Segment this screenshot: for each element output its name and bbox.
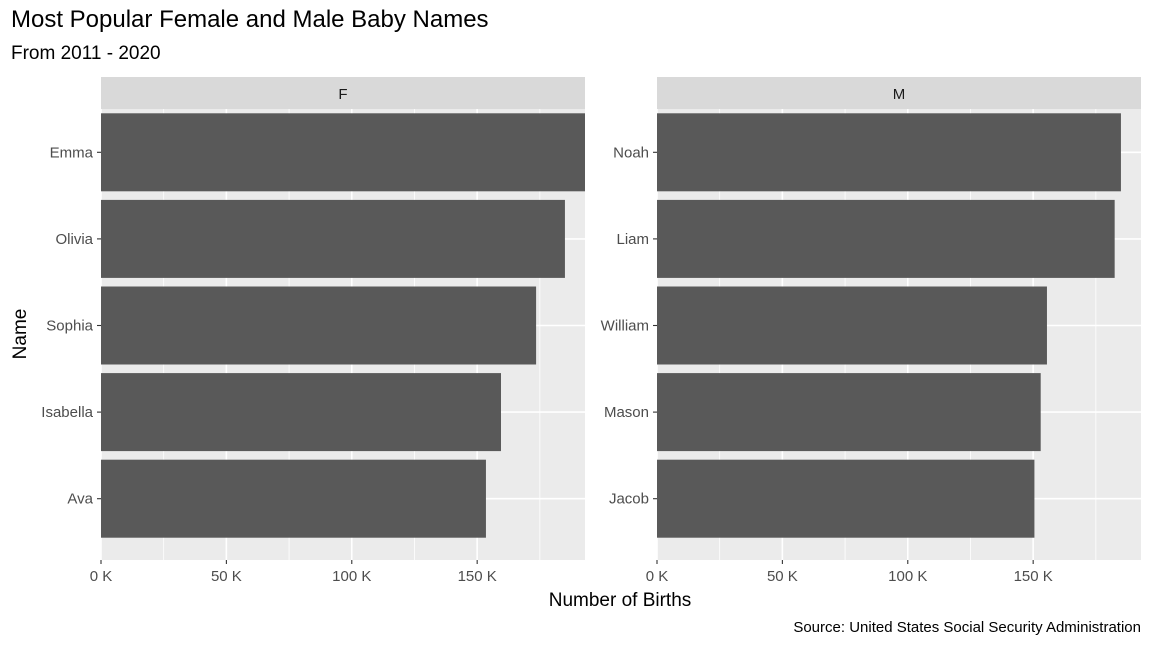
- source-caption: Source: United States Social Security Ad…: [793, 619, 1141, 636]
- y-tick-label: Mason: [604, 404, 649, 421]
- x-tick-label: 50 K: [767, 568, 798, 585]
- y-tick-label: Liam: [616, 231, 649, 248]
- x-tick-label: 150 K: [1014, 568, 1053, 585]
- y-tick-label: William: [601, 318, 649, 335]
- x-tick-label: 150 K: [458, 568, 497, 585]
- y-tick-label: Emma: [50, 144, 94, 161]
- y-tick-label: Olivia: [55, 231, 93, 248]
- bar: [101, 459, 486, 538]
- bar: [657, 199, 1115, 278]
- chart-title: Most Popular Female and Male Baby Names: [11, 6, 489, 33]
- bar: [101, 373, 501, 452]
- y-tick-label: Noah: [613, 144, 649, 161]
- y-tick-label: Isabella: [41, 404, 93, 421]
- x-axis-title: Number of Births: [549, 590, 692, 611]
- bar: [657, 113, 1121, 192]
- facet-strip-label: M: [893, 86, 906, 103]
- bar: [657, 373, 1041, 452]
- y-tick-label: Sophia: [46, 318, 93, 335]
- bar: [101, 113, 585, 192]
- facet-strip-label: F: [338, 86, 347, 103]
- x-tick-label: 100 K: [888, 568, 927, 585]
- bar: [657, 459, 1035, 538]
- x-tick-label: 0 K: [90, 568, 113, 585]
- y-axis-title: Name: [10, 309, 31, 360]
- bar: [101, 286, 537, 365]
- y-tick-label: Jacob: [609, 491, 649, 508]
- bar: [101, 199, 565, 278]
- x-tick-label: 50 K: [211, 568, 242, 585]
- facet-strip: [101, 77, 585, 109]
- chart-subtitle: From 2011 - 2020: [11, 43, 161, 64]
- x-tick-label: 100 K: [332, 568, 371, 585]
- bar: [657, 286, 1047, 365]
- facet-strip: [657, 77, 1141, 109]
- y-tick-label: Ava: [67, 491, 93, 508]
- x-tick-label: 0 K: [646, 568, 669, 585]
